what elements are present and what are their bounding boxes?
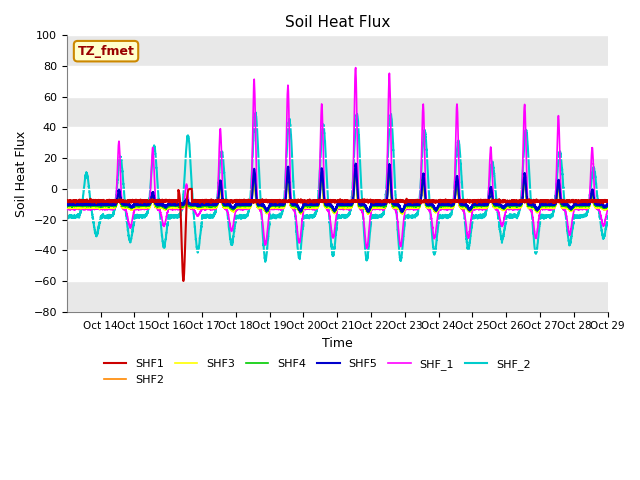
SHF4: [604, 204, 612, 209]
Line: SHF_2: SHF_2: [67, 112, 608, 262]
SHF_2: [261, 259, 269, 264]
SHF_2: [317, 141, 325, 147]
SHF3: [317, 176, 325, 181]
SHF5: [63, 202, 70, 207]
SHF_1: [604, 206, 612, 212]
SHF4: [271, 203, 278, 208]
SHF1: [378, 198, 386, 204]
SHF1: [476, 198, 483, 204]
SHF5: [604, 202, 612, 208]
SHF_2: [271, 214, 278, 219]
Bar: [67, 128, 608, 158]
Bar: [67, 97, 608, 128]
SHF_2: [252, 109, 260, 115]
SHF2: [317, 175, 325, 180]
SHF1: [188, 186, 196, 192]
SHF4: [365, 210, 372, 216]
SHF2: [271, 204, 278, 210]
SHF3: [82, 204, 90, 210]
SHF2: [82, 204, 90, 210]
SHF1: [180, 278, 188, 284]
Line: SHF1: SHF1: [67, 189, 608, 281]
SHF_1: [476, 206, 483, 212]
SHF4: [82, 204, 90, 209]
SHF1: [604, 198, 612, 204]
SHF2: [604, 204, 612, 210]
SHF_2: [378, 213, 386, 218]
SHF4: [63, 204, 70, 209]
SHF1: [271, 199, 278, 204]
SHF1: [82, 197, 90, 203]
Bar: [67, 250, 608, 281]
Bar: [67, 36, 608, 66]
SHF5: [352, 161, 360, 167]
SHF5: [317, 173, 325, 179]
Legend: SHF1, SHF2, SHF3, SHF4, SHF5, SHF_1, SHF_2: SHF1, SHF2, SHF3, SHF4, SHF5, SHF_1, SHF…: [99, 355, 536, 389]
SHF2: [378, 204, 386, 210]
SHF1: [393, 198, 401, 204]
SHF4: [393, 204, 401, 209]
Line: SHF3: SHF3: [67, 171, 608, 214]
Bar: [67, 66, 608, 97]
SHF3: [476, 204, 483, 210]
SHF3: [63, 204, 70, 210]
SHF5: [476, 201, 483, 207]
SHF3: [271, 204, 278, 210]
Line: SHF4: SHF4: [67, 168, 608, 213]
SHF_2: [63, 215, 70, 220]
Bar: [67, 189, 608, 219]
Title: Soil Heat Flux: Soil Heat Flux: [285, 15, 390, 30]
Bar: [67, 281, 608, 312]
SHF4: [476, 203, 483, 209]
SHF3: [364, 211, 372, 217]
SHF_1: [63, 206, 70, 212]
SHF5: [82, 201, 90, 207]
SHF_2: [393, 214, 401, 219]
SHF_1: [393, 213, 401, 218]
SHF3: [393, 205, 401, 211]
SHF2: [393, 205, 401, 211]
SHF3: [604, 204, 612, 210]
SHF5: [393, 201, 401, 207]
SHF3: [351, 168, 359, 174]
Line: SHF5: SHF5: [67, 164, 608, 212]
SHF_1: [363, 245, 371, 251]
SHF3: [378, 204, 386, 210]
SHF2: [63, 204, 70, 210]
SHF_1: [378, 206, 386, 212]
SHF2: [399, 211, 406, 217]
SHF_1: [352, 65, 360, 71]
SHF4: [378, 203, 386, 208]
SHF1: [317, 199, 325, 205]
SHF_2: [604, 213, 612, 219]
SHF2: [476, 203, 483, 209]
Bar: [67, 219, 608, 250]
Text: TZ_fmet: TZ_fmet: [77, 45, 134, 58]
SHF_1: [82, 206, 90, 212]
Y-axis label: Soil Heat Flux: Soil Heat Flux: [15, 131, 28, 216]
SHF1: [63, 198, 70, 204]
SHF4: [317, 175, 325, 181]
X-axis label: Time: Time: [322, 337, 353, 350]
SHF_2: [82, 172, 90, 178]
SHF2: [351, 169, 359, 175]
SHF_2: [476, 213, 483, 219]
SHF_1: [271, 206, 278, 212]
Line: SHF2: SHF2: [67, 172, 608, 214]
SHF5: [398, 209, 406, 215]
SHF5: [271, 201, 278, 207]
SHF_1: [317, 113, 325, 119]
Bar: [67, 158, 608, 189]
SHF5: [378, 201, 386, 207]
SHF4: [385, 165, 393, 170]
Line: SHF_1: SHF_1: [67, 68, 608, 248]
